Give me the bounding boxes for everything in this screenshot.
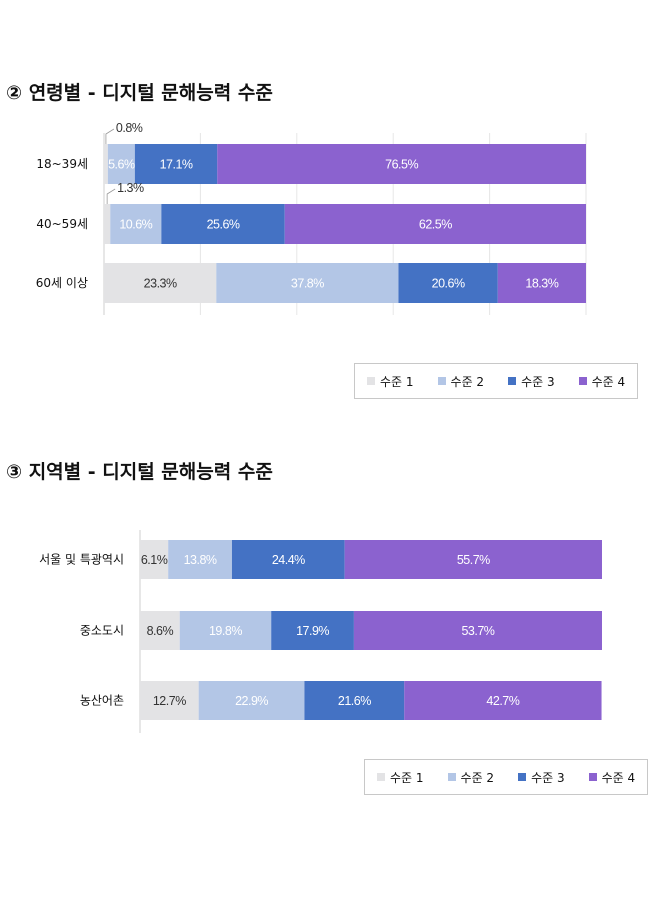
data-label: 42.7% bbox=[486, 694, 519, 708]
category-label: 중소도시 bbox=[80, 624, 124, 638]
data-label: 13.8% bbox=[184, 553, 217, 567]
legend-swatch bbox=[447, 773, 456, 781]
legend-region: 수준 1 수준 2 수준 3 수준 4 bbox=[364, 759, 648, 795]
data-label: 37.8% bbox=[291, 277, 324, 291]
category-label: 농산어촌 bbox=[80, 694, 124, 708]
category-label: 60세 이상 bbox=[36, 276, 88, 290]
data-label: 6.1% bbox=[141, 553, 168, 567]
legend-swatch bbox=[588, 773, 597, 781]
bar-segment-1 bbox=[104, 204, 111, 244]
legend-swatch bbox=[437, 377, 446, 385]
legend-item: 수준 3 bbox=[518, 769, 565, 786]
data-label: 0.8% bbox=[116, 121, 143, 135]
bar-segment-4 bbox=[344, 540, 602, 579]
legend-item: 수준 3 bbox=[508, 373, 555, 390]
data-label: 18.3% bbox=[525, 277, 558, 291]
data-label: 19.8% bbox=[209, 624, 242, 638]
legend-item: 수준 4 bbox=[588, 769, 636, 786]
category-label: 18~39세 bbox=[36, 157, 88, 171]
legend-label: 수준 2 bbox=[450, 374, 485, 389]
legend-item: 수준 1 bbox=[367, 373, 414, 390]
legend-swatch bbox=[367, 377, 375, 385]
bar-segment-2 bbox=[198, 681, 305, 720]
data-label: 5.6% bbox=[108, 158, 135, 172]
data-label: 1.3% bbox=[117, 181, 144, 195]
legend-item: 수준 2 bbox=[447, 769, 495, 786]
legend-item: 수준 2 bbox=[437, 373, 485, 390]
data-label: 8.6% bbox=[147, 624, 174, 638]
data-label: 21.6% bbox=[338, 694, 371, 708]
bar-segment-3 bbox=[134, 144, 218, 184]
bar-segment-3 bbox=[231, 540, 345, 579]
bar-segment-4 bbox=[497, 263, 586, 303]
bar-segment-3 bbox=[161, 204, 285, 244]
legend-age: 수준 1 수준 2 수준 3 수준 4 bbox=[354, 363, 638, 399]
category-label: 서울 및 특광역시 bbox=[39, 553, 124, 567]
data-label: 10.6% bbox=[119, 218, 152, 232]
bar-segment-4 bbox=[217, 144, 586, 184]
legend-swatch bbox=[508, 377, 517, 385]
legend-label: 수준 3 bbox=[531, 770, 565, 785]
data-label: 25.6% bbox=[207, 218, 240, 232]
bar-segment-2 bbox=[107, 144, 135, 184]
data-label: 12.7% bbox=[153, 694, 186, 708]
bar-segment-3 bbox=[398, 263, 498, 303]
bar-segment-4 bbox=[353, 611, 602, 650]
bar-segment-4 bbox=[404, 681, 602, 720]
bar-segment-2 bbox=[168, 540, 232, 579]
leader-line bbox=[106, 188, 116, 204]
bar-segment-4 bbox=[284, 204, 586, 244]
legend-label: 수준 4 bbox=[601, 770, 636, 785]
legend-label: 수준 1 bbox=[380, 374, 414, 389]
data-label: 20.6% bbox=[432, 277, 465, 291]
section-title-age: ② 연령별 - 디지털 문해능력 수준 bbox=[6, 82, 273, 104]
leader-line bbox=[105, 128, 115, 144]
category-label: 40~59세 bbox=[36, 217, 88, 231]
data-label: 22.9% bbox=[235, 694, 268, 708]
section-title-region: ③ 지역별 - 디지털 문해능력 수준 bbox=[6, 461, 273, 483]
bar-segment-2 bbox=[216, 263, 399, 303]
data-label: 62.5% bbox=[419, 218, 452, 232]
data-label: 23.3% bbox=[144, 277, 177, 291]
bar-segment-3 bbox=[271, 611, 354, 650]
data-label: 17.9% bbox=[296, 624, 329, 638]
legend-item: 수준 1 bbox=[377, 769, 424, 786]
legend-item: 수준 4 bbox=[578, 373, 626, 390]
bar-segment-1 bbox=[104, 263, 217, 303]
legend-label: 수준 2 bbox=[460, 770, 495, 785]
legend-swatch bbox=[518, 773, 527, 781]
legend-label: 수준 1 bbox=[390, 770, 424, 785]
bar-segment-1 bbox=[140, 681, 199, 720]
bar-segment-1 bbox=[104, 144, 108, 184]
bar-segment-1 bbox=[140, 540, 169, 579]
data-label: 24.4% bbox=[272, 553, 305, 567]
legend-swatch bbox=[578, 377, 587, 385]
bar-segment-1 bbox=[140, 611, 180, 650]
bar-segment-3 bbox=[304, 681, 405, 720]
data-label: 17.1% bbox=[160, 158, 193, 172]
bar-segment-2 bbox=[179, 611, 272, 650]
data-label: 53.7% bbox=[461, 624, 494, 638]
legend-label: 수준 4 bbox=[591, 374, 626, 389]
data-label: 76.5% bbox=[385, 158, 418, 172]
legend-label: 수준 3 bbox=[521, 374, 555, 389]
data-label: 55.7% bbox=[457, 553, 490, 567]
legend-swatch bbox=[377, 773, 385, 781]
bar-segment-2 bbox=[110, 204, 162, 244]
